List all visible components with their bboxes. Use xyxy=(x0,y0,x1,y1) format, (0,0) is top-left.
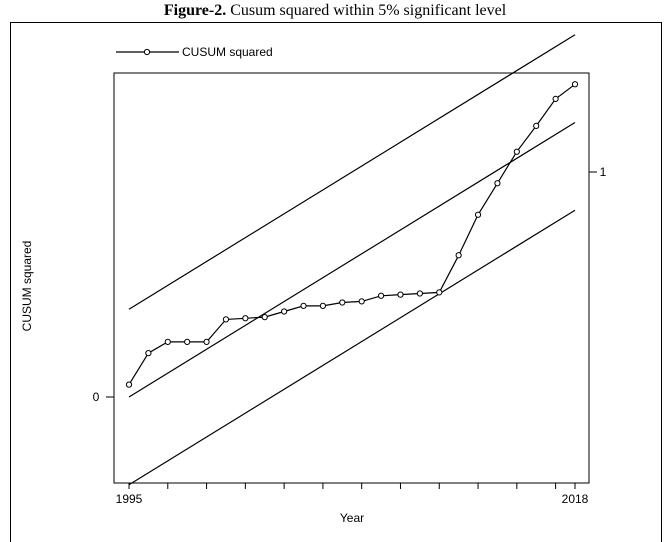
legend-label: CUSUM squared xyxy=(182,45,273,59)
data-point xyxy=(242,315,249,322)
data-point xyxy=(397,291,404,298)
y-tick-label-left: 0 xyxy=(93,390,100,404)
x-tick-label-start: 1995 xyxy=(116,492,143,506)
data-point xyxy=(261,314,268,321)
axis-ticks xyxy=(106,171,597,489)
data-point xyxy=(319,302,327,309)
data-point xyxy=(300,302,307,309)
data-point xyxy=(358,298,365,305)
data-point xyxy=(281,308,288,315)
figure-frame xyxy=(10,22,662,542)
data-point xyxy=(533,122,540,129)
legend-marker xyxy=(143,48,151,56)
figure-caption-text: Cusum squared within 5% significant leve… xyxy=(226,2,507,19)
data-point xyxy=(571,81,579,88)
data-point xyxy=(513,148,520,155)
series-layer xyxy=(125,81,579,388)
data-point xyxy=(455,252,462,259)
data-point xyxy=(474,211,482,218)
data-point xyxy=(377,292,385,299)
legend xyxy=(116,48,179,56)
data-point xyxy=(222,316,230,323)
data-point xyxy=(339,299,346,306)
bound-line-upper xyxy=(128,34,576,310)
x-axis-label: Year xyxy=(340,511,364,525)
y-tick-label-right: 1 xyxy=(600,165,607,179)
y-axis-label: CUSUM squared xyxy=(20,241,34,332)
series-line xyxy=(128,83,576,385)
plot-border xyxy=(113,72,590,484)
x-tick-label-end: 2018 xyxy=(562,492,589,506)
data-point xyxy=(125,381,133,388)
data-point xyxy=(552,95,559,102)
data-point xyxy=(184,338,191,345)
data-point xyxy=(145,350,152,357)
data-point xyxy=(436,289,443,296)
data-point xyxy=(494,180,501,187)
data-point xyxy=(416,290,423,297)
figure-caption: Figure-2. Cusum squared within 5% signif… xyxy=(0,2,670,20)
data-point xyxy=(203,338,210,345)
data-point xyxy=(164,338,171,345)
bound-line-lower xyxy=(128,209,576,486)
bound-lines xyxy=(128,34,576,486)
figure-caption-prefix: Figure-2. xyxy=(163,2,227,19)
bound-line-center xyxy=(128,121,576,398)
plot-area xyxy=(113,72,590,484)
